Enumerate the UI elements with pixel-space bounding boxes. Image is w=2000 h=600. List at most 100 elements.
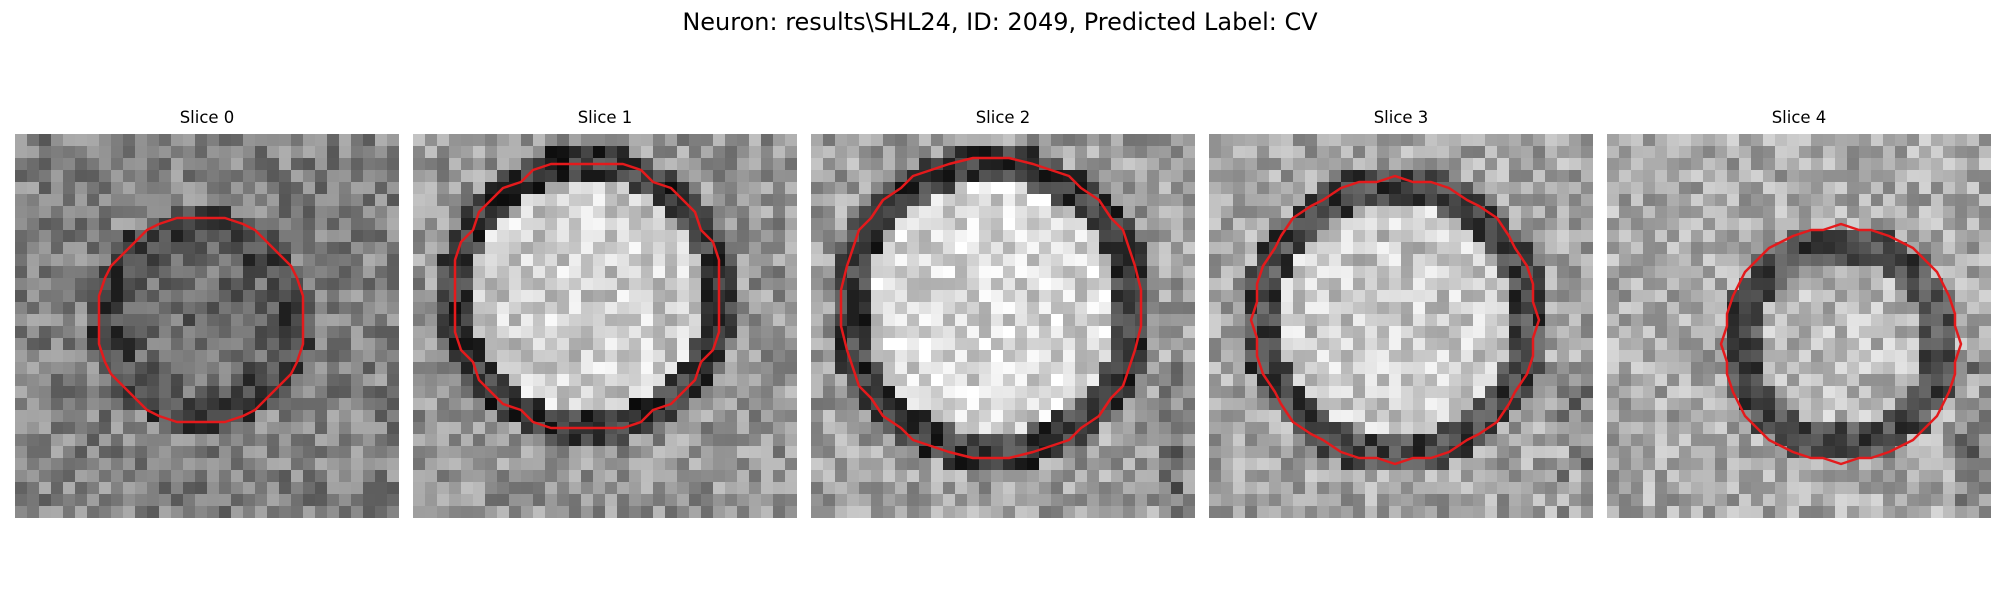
pixel — [545, 326, 558, 339]
pixel — [351, 182, 364, 195]
pixel — [195, 218, 208, 231]
pixel — [1691, 206, 1704, 219]
pixel — [111, 158, 124, 171]
pixel — [1955, 230, 1968, 243]
pixel — [1039, 470, 1052, 483]
pixel — [159, 302, 172, 315]
pixel — [919, 290, 932, 303]
pixel — [1449, 362, 1462, 375]
pixel — [1003, 326, 1016, 339]
pixel — [425, 314, 438, 327]
pixel — [823, 494, 836, 507]
pixel — [593, 242, 606, 255]
pixel — [907, 134, 920, 147]
pixel — [1099, 290, 1112, 303]
pixel — [1509, 218, 1522, 231]
pixel — [1147, 446, 1160, 459]
pixel — [387, 506, 399, 518]
pixel — [1461, 458, 1474, 471]
pixel — [1907, 398, 1920, 411]
pixel — [749, 266, 762, 279]
pixel — [979, 494, 992, 507]
pixel — [1063, 278, 1076, 291]
pixel — [1883, 266, 1896, 279]
pixel — [1955, 146, 1968, 159]
pixel — [339, 506, 352, 518]
pixel — [557, 134, 570, 147]
pixel — [1377, 494, 1390, 507]
pixel — [1557, 482, 1570, 495]
pixel — [509, 494, 522, 507]
pixel — [1979, 182, 1991, 195]
pixel — [725, 242, 738, 255]
pixel — [605, 398, 618, 411]
pixel — [1111, 242, 1124, 255]
pixel — [1907, 194, 1920, 207]
pixel — [413, 170, 426, 183]
pixel — [811, 494, 824, 507]
pixel — [1799, 386, 1812, 399]
pixel — [1425, 158, 1438, 171]
pixel — [979, 362, 992, 375]
pixel — [1317, 422, 1330, 435]
pixel — [1715, 254, 1728, 267]
pixel — [1859, 362, 1872, 375]
pixel — [315, 386, 328, 399]
pixel — [1171, 506, 1184, 518]
pixel — [231, 374, 244, 387]
pixel — [99, 386, 112, 399]
pixel — [1063, 218, 1076, 231]
pixel — [497, 506, 510, 518]
pixel — [1907, 278, 1920, 291]
pixel — [1147, 386, 1160, 399]
pixel — [497, 410, 510, 423]
pixel — [1353, 362, 1366, 375]
pixel — [847, 458, 860, 471]
pixel — [1233, 254, 1246, 267]
pixel — [207, 482, 220, 495]
pixel — [641, 218, 654, 231]
pixel — [1353, 422, 1366, 435]
pixel — [1305, 254, 1318, 267]
pixel — [27, 410, 40, 423]
pixel — [1569, 410, 1582, 423]
pixel — [593, 230, 606, 243]
pixel — [39, 386, 52, 399]
pixel — [87, 314, 100, 327]
pixel — [375, 146, 388, 159]
pixel — [497, 158, 510, 171]
pixel — [27, 338, 40, 351]
pixel — [1159, 422, 1172, 435]
pixel — [521, 278, 534, 291]
pixel — [883, 422, 896, 435]
pixel — [955, 290, 968, 303]
pixel — [677, 374, 690, 387]
pixel — [15, 278, 28, 291]
pixel — [1811, 446, 1824, 459]
pixel — [1943, 446, 1956, 459]
pixel — [943, 278, 956, 291]
pixel — [1979, 386, 1991, 399]
pixel — [931, 254, 944, 267]
pixel — [1413, 398, 1426, 411]
pixel — [291, 182, 304, 195]
pixel — [761, 434, 774, 447]
pixel — [147, 158, 160, 171]
pixel — [63, 134, 76, 147]
pixel — [425, 206, 438, 219]
pixel — [713, 194, 726, 207]
pixel — [1943, 362, 1956, 375]
pixel — [859, 266, 872, 279]
pixel — [147, 230, 160, 243]
pixel — [1871, 362, 1884, 375]
pixel — [279, 170, 292, 183]
pixel — [1147, 242, 1160, 255]
pixel — [617, 386, 630, 399]
pixel — [1425, 254, 1438, 267]
pixel — [545, 266, 558, 279]
pixel — [425, 338, 438, 351]
pixel — [629, 374, 642, 387]
pixel — [871, 458, 884, 471]
pixel — [629, 314, 642, 327]
pixel — [1485, 194, 1498, 207]
